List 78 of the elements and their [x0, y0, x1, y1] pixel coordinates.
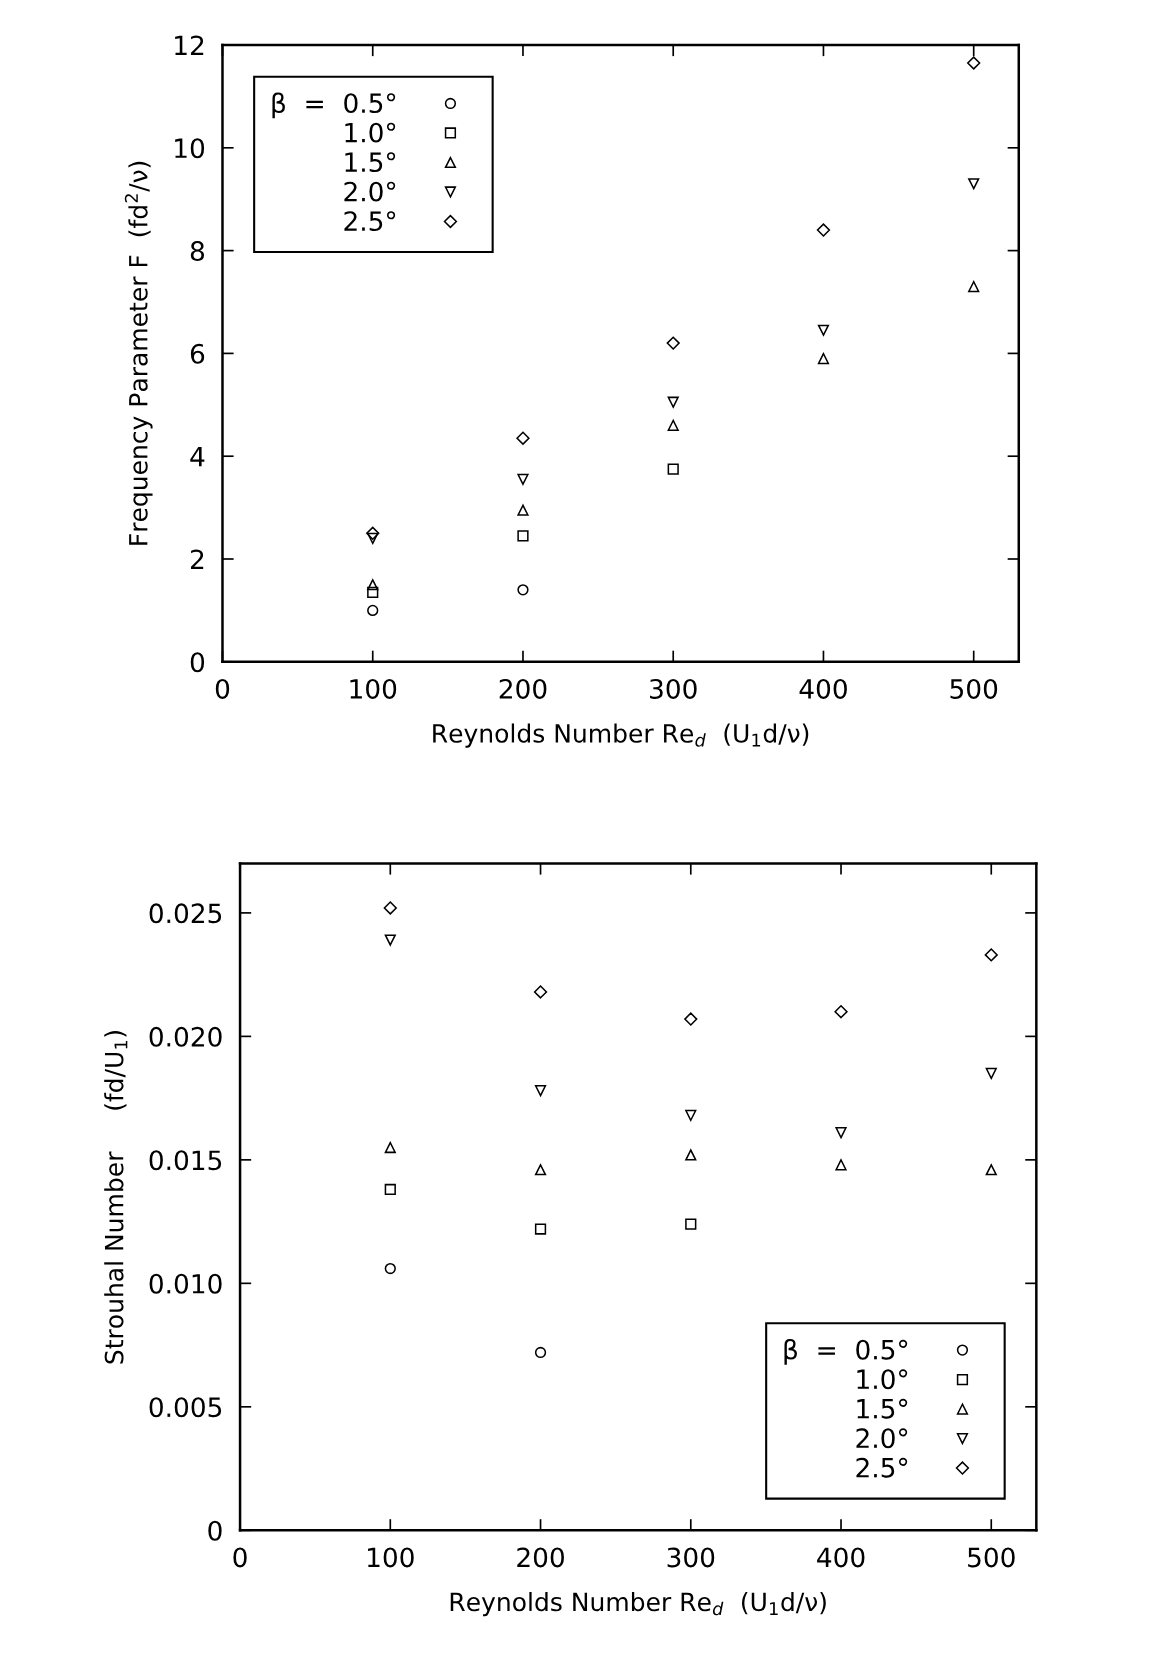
point [383, 901, 397, 915]
point [367, 604, 379, 617]
point [984, 948, 998, 962]
point [517, 530, 529, 542]
y-tick-label: 0 [208, 1520, 222, 1541]
point [835, 1127, 847, 1139]
point [534, 1164, 547, 1176]
legend-label: 2.5° [344, 211, 396, 232]
x-tick-label: 200 [517, 1547, 564, 1568]
y-tick-label: 6 [190, 343, 205, 364]
point [685, 1109, 697, 1122]
point [366, 526, 380, 540]
point [968, 178, 980, 190]
point [367, 532, 379, 545]
x-tick-label: 300 [650, 678, 697, 699]
point [835, 1159, 847, 1171]
point [534, 1085, 547, 1097]
point [384, 934, 396, 946]
x-tick-label: 400 [817, 1547, 865, 1568]
point [667, 396, 679, 408]
point [384, 1183, 396, 1196]
y-axis-title: Frequency Parameter F (fd$^{2}$/ν) [124, 161, 153, 545]
point [533, 985, 548, 999]
y-tick-label: 0.005 [149, 1397, 222, 1418]
point [968, 280, 980, 293]
x-tick-label: 100 [368, 1547, 414, 1568]
legend-label: 1.0° [345, 122, 396, 143]
point [517, 584, 529, 596]
x-axis-title: Reynolds Number Re$_{d}$ (U$_{1}$d/ν) [450, 1591, 826, 1617]
x-tick-label: 0 [233, 1547, 247, 1568]
point [534, 1223, 547, 1235]
point [516, 431, 530, 445]
point [367, 579, 379, 591]
point [685, 1218, 697, 1230]
legend-label: β = 0.5° [784, 1339, 908, 1365]
y-tick-label: 0.015 [149, 1150, 222, 1171]
point [834, 1005, 848, 1019]
x-tick-label: 300 [667, 1547, 715, 1568]
y-tick-label: 8 [190, 241, 205, 262]
legend-label: 2.5° [856, 1457, 908, 1478]
point [985, 1164, 997, 1176]
y-tick-label: 0 [190, 652, 205, 673]
y-tick-label: 0.025 [149, 903, 222, 924]
point [817, 352, 830, 365]
legend-label: 2.0° [344, 181, 396, 202]
point [384, 1262, 396, 1275]
point [517, 473, 529, 485]
y-tick-label: 4 [190, 446, 205, 467]
y-tick-label: 2 [190, 549, 204, 570]
x-tick-label: 500 [968, 1547, 1015, 1568]
point [685, 1149, 697, 1161]
legend-label: 1.5° [857, 1398, 908, 1419]
y-tick-label: 0.020 [149, 1026, 222, 1047]
y-tick-label: 0.010 [149, 1273, 222, 1294]
x-axis-title: Reynolds Number Re$_{d}$ (U$_{1}$d/ν) [433, 723, 809, 748]
y-tick-label: 12 [175, 35, 204, 56]
point [367, 586, 379, 599]
legend-label: 1.5° [345, 152, 396, 173]
point [667, 419, 679, 431]
legend-label: 2.0° [856, 1428, 908, 1449]
y-axis-title: Strouhal Number (fd/U$_{1}$) [104, 1031, 128, 1364]
x-tick-label: 400 [799, 678, 847, 699]
y-tick-label: 10 [175, 138, 205, 159]
legend-label: β = 0.5° [272, 92, 396, 119]
point [684, 1012, 698, 1026]
point [384, 1141, 396, 1154]
point [967, 56, 981, 70]
x-tick-label: 100 [350, 678, 397, 699]
point [985, 1067, 997, 1080]
point [817, 324, 830, 336]
point [517, 504, 529, 516]
legend-label: 1.0° [857, 1369, 908, 1390]
x-tick-label: 200 [499, 678, 547, 699]
point [816, 223, 831, 237]
x-tick-label: 500 [950, 678, 998, 699]
point [666, 336, 680, 350]
point [667, 463, 679, 475]
point [534, 1346, 547, 1359]
